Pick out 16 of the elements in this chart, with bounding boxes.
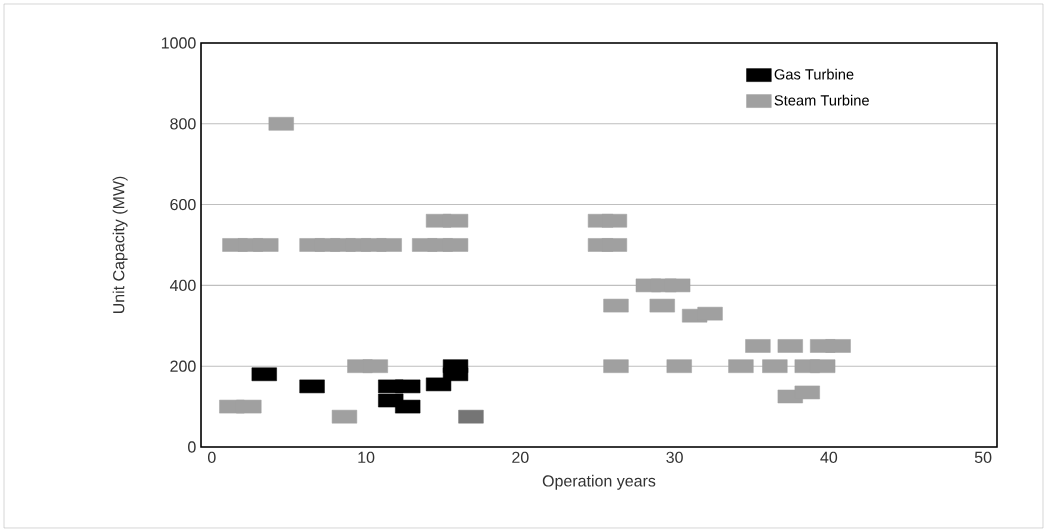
y-tick-label: 600 <box>170 198 196 211</box>
legend-label: Gas Turbine <box>774 68 854 80</box>
legend-label: Steam Turbine <box>774 94 869 106</box>
y-tick-label: 0 <box>188 441 196 453</box>
x-tick-label: 10 <box>358 451 375 464</box>
y-tick-label: 400 <box>169 279 196 292</box>
y-tick-label: 200 <box>170 360 196 372</box>
x-axis-title: Operation years <box>542 474 656 490</box>
x-tick-label: 30 <box>666 451 683 464</box>
y-tick-label: 1000 <box>161 37 196 49</box>
x-tick-label: 50 <box>974 451 992 464</box>
x-tick-label: 0 <box>207 451 216 464</box>
x-tick-label: 20 <box>512 451 529 464</box>
y-tick-label: 800 <box>170 118 196 130</box>
y-axis-title: Unit Capacity (MW) <box>112 176 128 314</box>
x-tick-label: 40 <box>820 451 838 464</box>
